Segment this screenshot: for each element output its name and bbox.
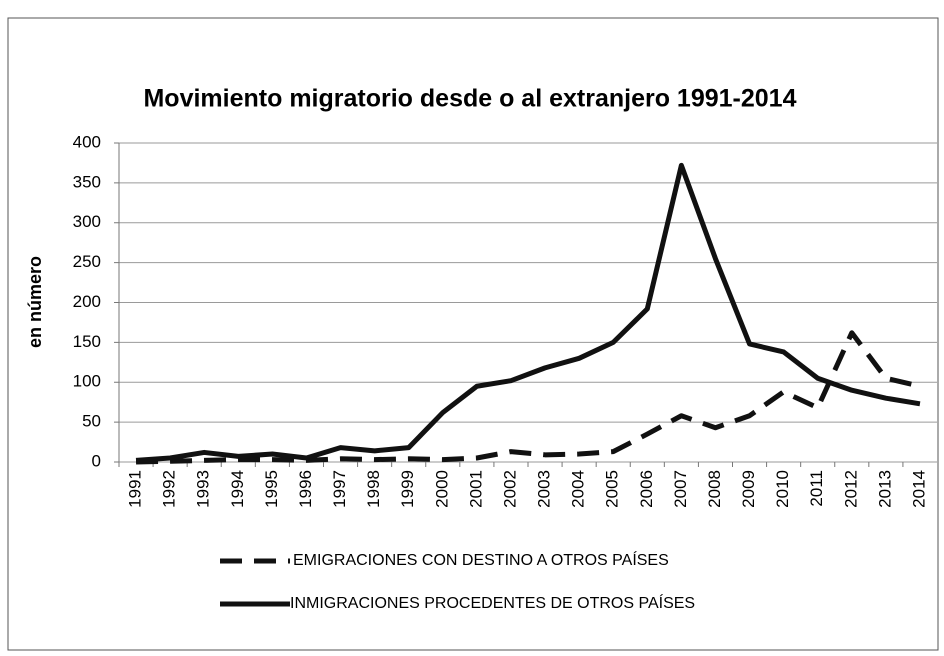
x-tick-label: 2004 [569, 470, 588, 508]
y-tick-label: 100 [73, 372, 101, 391]
x-tick-label: 2010 [773, 470, 792, 508]
y-tick-label: 200 [73, 292, 101, 311]
y-tick-label: 50 [82, 412, 101, 431]
legend-label: INMIGRACIONES PROCEDENTES DE OTROS PAÍSE… [290, 593, 695, 612]
legend-label: EMIGRACIONES CON DESTINO A OTROS PAÍSES [293, 550, 669, 569]
frame [7, 17, 939, 651]
x-tick-label: 1995 [262, 470, 281, 508]
y-tick-label: 300 [73, 212, 101, 231]
y-tick-label: 150 [73, 332, 101, 351]
line [135, 162, 921, 463]
y-tick-label: 400 [73, 132, 101, 151]
x-tick-label: 1994 [228, 470, 247, 508]
x-tick-label: 2014 [909, 470, 928, 508]
x-tick-label: 2000 [432, 470, 451, 508]
x-tick-label: 1996 [296, 470, 315, 508]
x-tick-label: 2013 [875, 470, 894, 508]
x-tick-label: 1999 [398, 470, 417, 508]
x-tick-label: 1998 [364, 470, 383, 508]
line [135, 330, 921, 465]
x-tick-label: 2005 [603, 470, 622, 508]
x-tick-label: 1997 [330, 470, 349, 508]
x-tick-label: 2009 [739, 470, 758, 508]
x-tick-label: 1992 [160, 470, 179, 508]
x-tick-label: 1993 [194, 470, 213, 508]
x-tick-label: 2007 [671, 470, 690, 508]
x-tick-label: 2003 [535, 470, 554, 508]
x-tick-label: 2006 [637, 470, 656, 508]
x-tick-label: 2001 [466, 470, 485, 508]
y-tick-label: 0 [92, 451, 101, 470]
x-tick-label: 2002 [500, 470, 519, 508]
chart-title: Movimiento migratorio desde o al extranj… [143, 85, 796, 113]
x-tick-label: 1991 [126, 470, 145, 508]
x-tick-label: 2011 [807, 470, 826, 507]
y-tick-label: 250 [73, 252, 101, 271]
x-tick-label: 2012 [841, 470, 860, 508]
y-tick-label: 350 [73, 172, 101, 191]
x-tick-label: 2008 [705, 470, 724, 508]
y-axis-label: en número [25, 256, 45, 348]
